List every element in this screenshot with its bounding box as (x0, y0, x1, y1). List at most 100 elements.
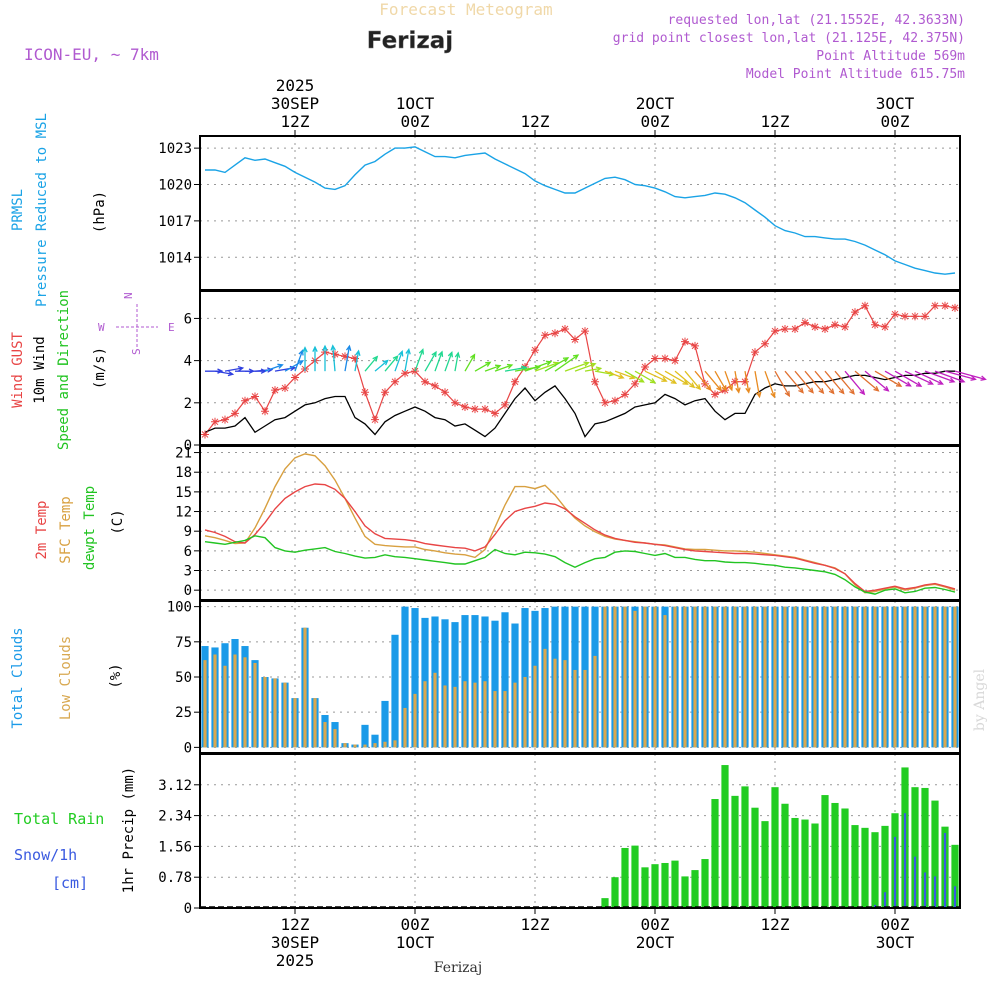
wind-arrow-head (437, 350, 444, 357)
low-cloud-bar (843, 606, 847, 748)
wind-arrow (744, 371, 750, 393)
requested-coords: requested lon,lat (21.1552E, 42.3633N) (668, 13, 965, 28)
wind-arrow (784, 370, 804, 394)
low-cloud-bar (903, 606, 907, 748)
gust-marker (241, 396, 249, 405)
wind-arrow-head (849, 388, 855, 395)
total-cloud-bar (371, 734, 379, 748)
ytick-label-2: 1.56 (158, 839, 192, 855)
wind-arrow (884, 370, 911, 387)
wind-arrow-head (915, 381, 923, 387)
low-cloud-bar (503, 691, 507, 748)
gust-marker (831, 320, 839, 329)
gust-marker (951, 303, 959, 312)
wind-arrow-head (784, 390, 790, 398)
wind-arrow (504, 366, 527, 372)
low-cloud-bar (203, 660, 207, 748)
temperature-panel: 0 3 6 9 12 15 18 21 (175, 445, 961, 601)
wind-arrow-head (727, 384, 733, 392)
low-cloud-bar (333, 729, 337, 748)
gust-marker (461, 403, 469, 412)
gust-marker (431, 381, 439, 390)
wind-arrow (844, 370, 865, 395)
wind-arrow (584, 367, 601, 372)
bottom-tick-label-5-1: 3OCT (876, 933, 915, 952)
wind-arrow-head (745, 387, 751, 394)
gust-marker (711, 390, 719, 399)
low-cloud-bar (643, 606, 647, 748)
snow-bar (953, 886, 957, 908)
ytick-label-2: 4 (184, 354, 192, 370)
rain-bar (731, 795, 739, 908)
ytick-label-7: 21 (175, 446, 192, 462)
wind-arrow (684, 370, 701, 390)
low-cloud-bar (753, 606, 757, 748)
low-cloud-bar (913, 606, 917, 748)
gust-marker (791, 324, 799, 333)
gust-marker (501, 400, 509, 409)
wind-arrow (534, 362, 559, 372)
wind-arrow-head (638, 377, 645, 383)
rain-bar (671, 860, 679, 908)
low-cloud-bar (893, 606, 897, 748)
bottom-tick-label-2-0: 12Z (521, 915, 550, 934)
ytick-label-3: 9 (184, 524, 192, 540)
ytick-label-1: 1017 (158, 214, 192, 230)
low-clouds-label: Low Clouds (58, 636, 74, 720)
compass-east: E (168, 321, 175, 334)
ytick-label-0: 0 (184, 583, 192, 599)
wind-arrow (894, 370, 922, 387)
low-cloud-bar (513, 682, 517, 748)
prmsl-label: PRMSL (10, 189, 26, 231)
total-cloud-bar (471, 615, 479, 748)
wind-arrow (344, 345, 351, 372)
total-cloud-bar (501, 612, 509, 748)
bottom-tick-label-3-0: 00Z (641, 915, 670, 934)
wind-arrow (754, 371, 761, 397)
low-cloud-bar (543, 648, 547, 748)
low-cloud-bar (623, 606, 627, 748)
gust-label: Wind GUST (10, 332, 26, 408)
top-tick-label-4-0: 12Z (761, 112, 790, 131)
wind-arrow-head (217, 368, 224, 374)
wind-arrow (384, 355, 399, 372)
gust-marker (921, 312, 929, 321)
ytick-label-1: 0.78 (158, 870, 192, 886)
wind-arrow-head (227, 370, 235, 377)
bottom-tick-label-4-0: 12Z (761, 915, 790, 934)
wind-arrow-head (770, 391, 776, 399)
wind-arrow-head (818, 387, 825, 395)
wind-arrow (494, 364, 513, 372)
wind-arrow-head (572, 354, 580, 360)
top-tick-label-5-1: 00Z (881, 112, 910, 131)
ytick-label-0: 1014 (158, 250, 192, 266)
wind-arrow (444, 352, 453, 372)
wind-arrow (394, 351, 403, 372)
top-tick-label-0-2: 12Z (281, 112, 310, 131)
low-cloud-bar (253, 662, 257, 748)
temp-unit: (C) (110, 509, 126, 534)
wind-arrow-head (277, 363, 284, 369)
total-cloud-bar (401, 606, 409, 748)
wind-arrow (824, 370, 845, 394)
wind-arrow-head (905, 381, 912, 387)
rain-bar (931, 800, 939, 908)
wind-arrow (764, 370, 776, 398)
low-cloud-bar (483, 681, 487, 748)
gust-marker (741, 377, 749, 386)
low-cloud-bar (343, 743, 347, 748)
wind-arrow-head (506, 363, 514, 370)
rain-bar (741, 786, 749, 908)
wind-arrow (574, 363, 596, 372)
wind-arrow (524, 361, 552, 372)
low-cloud-bar (423, 681, 427, 748)
gust-marker (441, 388, 449, 397)
gust-marker (801, 318, 809, 327)
low-cloud-bar (263, 677, 267, 748)
gust-marker (761, 339, 769, 348)
gust-marker (591, 377, 599, 386)
snow-bar (893, 836, 897, 908)
ytick-label-0: 0 (184, 740, 192, 756)
rain-bar (611, 877, 619, 908)
gust-marker (601, 398, 609, 407)
